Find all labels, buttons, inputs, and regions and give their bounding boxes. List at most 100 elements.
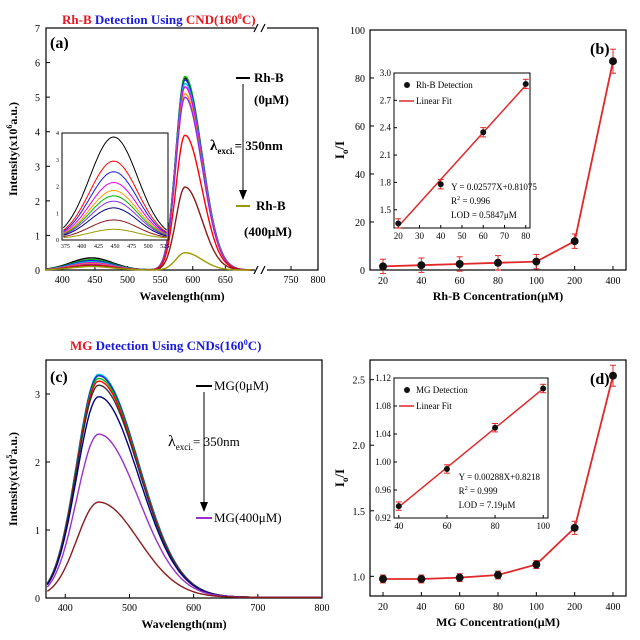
y-tick-label: 2.5 [353,376,366,387]
inset-spectrum-line [62,136,168,231]
fit-equation: Y = 0.02577X+0.81075 [451,182,537,192]
inset-x-tick-label: 500 [144,244,153,250]
data-point [570,523,579,532]
inset-y-tick-label: 1 [56,211,59,217]
y-tick-label: 20 [355,218,365,229]
axis-break-mark [253,23,259,33]
data-point [609,57,617,66]
inset-x-tick-label: 60 [479,231,489,241]
fit-r-squared: R2 = 0.996 [451,196,490,206]
spectrum-line [46,377,321,598]
y-axis-label: Intensity(x105a.u.) [5,432,20,526]
x-tick-label: 80 [493,602,503,613]
y-tick-label: 4 [35,128,40,139]
y-tick-label: 60 [355,122,365,133]
inset-legend-label: Linear Fit [416,401,452,411]
inset-spectrum-line [63,200,167,236]
data-point [455,573,464,582]
y-axis-label-tail: a.u.) [6,432,20,455]
inset-frame [393,72,531,229]
panel-label: (d) [590,371,610,388]
x-tick-label: 800 [311,275,326,286]
data-point [570,237,579,246]
inset-spectrum-line [63,219,167,238]
bottom-concentration-label: Rh-B [256,198,286,213]
x-tick-label: 200 [567,276,582,287]
inset-y-tick-label: 4 [56,131,59,137]
inset-x-tick-label: 40 [436,231,446,241]
y-tick-label: 1 [35,526,40,537]
inset-y-tick-label: 1.08 [375,401,391,411]
y-tick-label: 80 [355,74,365,85]
excitation-label: λexci.= 350nm [168,433,240,452]
inset-data-point [443,466,450,472]
inset-y-tick-label: 3 [56,158,59,164]
inset-data-point [492,424,499,431]
inset-data-point [522,80,529,87]
inset-x-tick-label: 80 [521,231,531,241]
inset-fit-line [397,84,527,228]
data-point [532,257,541,266]
inset-y-tick-label: 0.96 [375,485,391,495]
y-axis-label-sup: 6 [5,125,14,129]
y-axis-label-main: Intensity(x10 [6,459,20,526]
y-tick-label: 7 [35,24,40,35]
x-tick-label: 400 [58,603,73,614]
inset-data-point [437,181,444,188]
x-tick-label: 750 [284,275,299,286]
x-tick-label: 450 [87,275,102,286]
lambda-symbol: λ [210,138,218,154]
y-axis-label: Intensity(x106a.u.) [5,102,20,196]
y-axis-label-main: Intensity(x10 [6,129,20,196]
data-point [417,261,426,270]
lambda-sub: exci. [217,146,234,156]
data-point [609,371,617,380]
y-axis-label: Io/I [332,141,350,159]
y-tick-label: 3 [35,162,40,173]
data-point [379,262,387,271]
plot-frame [45,27,319,271]
inset-x-tick-label: 20 [394,231,404,241]
y-axis-label-main: I [332,482,347,487]
excitation-label: λexci.= 350nm [210,138,283,156]
axis-break-mask [255,266,267,274]
fit-lod: LOD = 7.19μM [459,500,516,510]
x-tick-label: 400 [55,275,70,286]
y-axis-label: Io/I [332,469,350,487]
y-tick-label: 2.0 [353,441,366,452]
top-concentration-label: MG(0μM) [214,378,269,393]
axis-break-mark [260,23,266,33]
x-tick-label: 800 [315,603,330,614]
inset-y-tick-label: 2.1 [380,150,391,160]
x-tick-label: 200 [567,602,582,613]
inset-data-point [395,503,402,510]
x-tick-label: 550 [153,275,168,286]
inset-y-tick-label: 1.5 [380,205,392,215]
y-tick-label: 1.5 [353,507,366,518]
data-point [494,571,502,580]
y-tick-label: 2 [35,197,40,208]
data-point [494,258,502,267]
x-axis-label: Rh-B Concentration(μM) [433,289,563,303]
fit-r-squared: R2 = 0.999 [459,486,498,496]
panel-label: (b) [590,41,610,58]
x-tick-label: 400 [606,602,621,613]
inset-y-tick-label: 0 [56,238,59,244]
data-point [455,260,464,268]
y-axis-label-tail: /I [332,469,347,479]
x-axis-label: MG Concentration(μM) [436,615,560,629]
inset-x-tick-label: 100 [536,521,550,531]
plot-frame [45,359,323,599]
inset-fit-line [398,388,544,508]
lambda-value: = 350nm [235,138,283,153]
inset-spectrum-line [63,181,167,235]
y-tick-label: 40 [355,170,365,181]
fit-lod: LOD = 0.5847μM [451,210,517,220]
lambda-value: = 350nm [193,434,240,449]
arrow-head [200,502,208,512]
inset-legend-label: MG Detection [416,385,468,395]
x-tick-label: 400 [606,276,621,287]
inset-x-tick-label: 450 [111,244,120,250]
x-tick-label: 650 [218,275,233,286]
inset-x-tick-label: 60 [442,521,452,531]
